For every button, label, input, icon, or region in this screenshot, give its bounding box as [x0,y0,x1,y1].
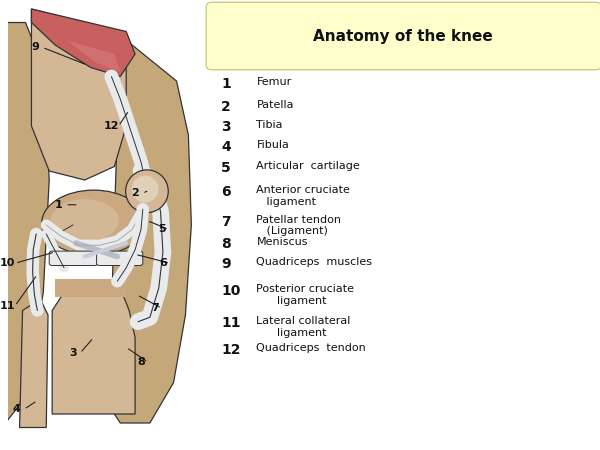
Text: 10: 10 [0,258,16,268]
Ellipse shape [125,170,168,213]
Polygon shape [31,9,126,180]
Text: Anatomy of the knee: Anatomy of the knee [313,28,493,44]
Text: 10: 10 [221,284,241,298]
Text: 7: 7 [221,215,230,229]
Text: Tibia: Tibia [256,120,283,130]
Text: 6: 6 [159,258,167,268]
Polygon shape [31,9,135,77]
Text: 7: 7 [151,303,158,313]
FancyBboxPatch shape [49,251,98,266]
Text: 11: 11 [0,301,16,311]
Text: 6: 6 [221,185,230,199]
Text: Articular  cartilage: Articular cartilage [256,161,360,171]
Text: 1: 1 [54,200,62,210]
Polygon shape [67,40,120,72]
Polygon shape [109,36,191,423]
Text: Patella: Patella [256,100,294,110]
FancyBboxPatch shape [97,251,143,266]
Text: 9: 9 [31,42,39,52]
Text: 5: 5 [158,225,166,234]
Text: Anterior cruciate
   ligament: Anterior cruciate ligament [256,185,350,207]
Text: 2: 2 [131,189,139,198]
Text: 12: 12 [221,343,241,357]
FancyBboxPatch shape [206,2,600,70]
Polygon shape [20,299,48,428]
Text: 11: 11 [221,316,241,330]
Text: Quadriceps  muscles: Quadriceps muscles [256,257,373,267]
Polygon shape [55,279,126,297]
Text: Lateral collateral
      ligament: Lateral collateral ligament [256,316,351,338]
Text: Femur: Femur [256,77,292,87]
Text: Patellar tendon
   (Ligament): Patellar tendon (Ligament) [256,215,341,236]
Text: 1: 1 [221,77,231,91]
Polygon shape [2,22,49,427]
Text: Meniscus: Meniscus [256,237,308,247]
Text: 9: 9 [221,257,230,271]
Text: 3: 3 [69,348,77,358]
Ellipse shape [50,199,119,242]
Text: 8: 8 [137,357,145,367]
Text: 3: 3 [221,120,230,134]
Polygon shape [52,288,135,414]
Text: 5: 5 [221,161,231,175]
Ellipse shape [132,176,158,202]
Text: Posterior cruciate
      ligament: Posterior cruciate ligament [256,284,355,306]
Text: 12: 12 [104,121,119,131]
Text: 4: 4 [13,405,20,414]
Text: Quadriceps  tendon: Quadriceps tendon [256,343,366,353]
Text: Fibula: Fibula [256,140,289,150]
Text: 2: 2 [221,100,231,114]
Text: 8: 8 [221,237,231,251]
Ellipse shape [42,190,145,256]
Text: 4: 4 [221,140,231,154]
